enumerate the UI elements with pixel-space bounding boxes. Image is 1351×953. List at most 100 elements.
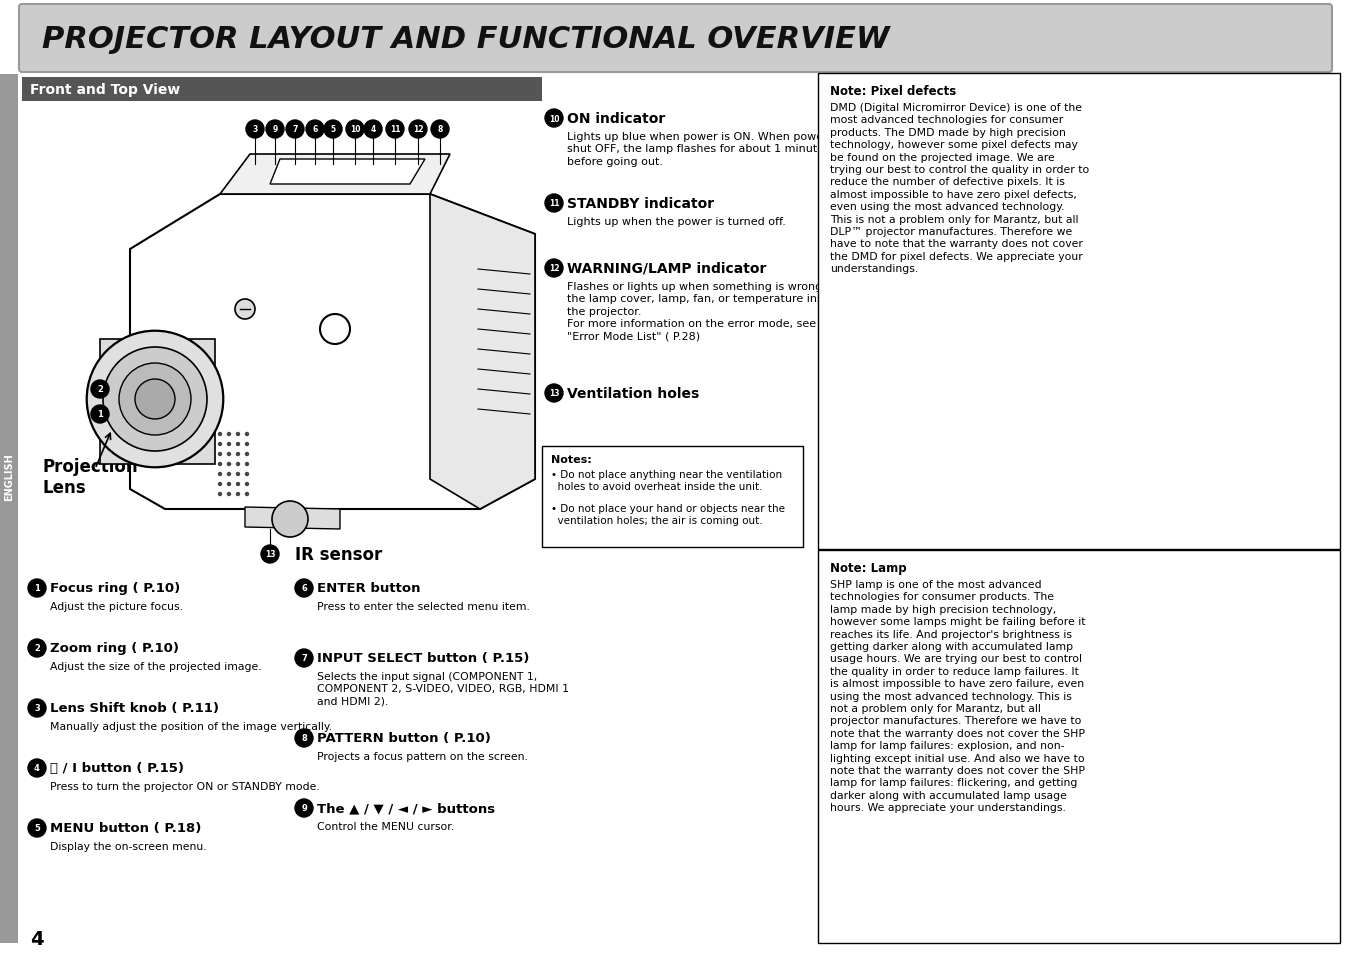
Circle shape (119, 364, 190, 436)
Text: 8: 8 (438, 126, 443, 134)
Circle shape (544, 385, 563, 402)
Text: Note: Pixel defects: Note: Pixel defects (830, 85, 957, 98)
Circle shape (91, 380, 109, 398)
Circle shape (218, 473, 222, 476)
Text: Front and Top View: Front and Top View (30, 83, 180, 97)
Circle shape (218, 493, 222, 497)
Circle shape (245, 442, 249, 447)
Text: 10: 10 (350, 126, 361, 134)
Circle shape (246, 121, 263, 139)
Circle shape (324, 121, 342, 139)
Text: WARNING/LAMP indicator: WARNING/LAMP indicator (567, 262, 766, 275)
Circle shape (236, 442, 240, 447)
Circle shape (235, 299, 255, 319)
Text: 3: 3 (34, 703, 41, 713)
Text: 7: 7 (301, 654, 307, 662)
Circle shape (236, 493, 240, 497)
Circle shape (245, 462, 249, 467)
Text: The ▲ / ▼ / ◄ / ► buttons: The ▲ / ▼ / ◄ / ► buttons (317, 801, 494, 815)
Text: ENGLISH: ENGLISH (4, 453, 14, 500)
Text: Press to enter the selected menu item.: Press to enter the selected menu item. (317, 601, 530, 612)
Text: 2: 2 (97, 385, 103, 395)
Text: • Do not place your hand or objects near the
  ventilation holes; the air is com: • Do not place your hand or objects near… (551, 503, 785, 525)
Circle shape (431, 121, 449, 139)
Text: Adjust the size of the projected image.: Adjust the size of the projected image. (50, 661, 262, 671)
Bar (0, 75, 18, 943)
Circle shape (386, 121, 404, 139)
Text: Lights up blue when power is ON. When power is
shut OFF, the lamp flashes for ab: Lights up blue when power is ON. When po… (567, 132, 840, 167)
Circle shape (28, 760, 46, 778)
Circle shape (261, 545, 280, 563)
Text: Notes:: Notes: (551, 455, 592, 464)
Text: 11: 11 (389, 126, 400, 134)
Polygon shape (130, 194, 535, 510)
Text: PROJECTOR LAYOUT AND FUNCTIONAL OVERVIEW: PROJECTOR LAYOUT AND FUNCTIONAL OVERVIEW (42, 25, 889, 53)
Polygon shape (220, 154, 450, 194)
Circle shape (320, 314, 350, 345)
Text: Note: Lamp: Note: Lamp (830, 561, 907, 575)
Circle shape (544, 260, 563, 277)
Text: 4: 4 (370, 126, 376, 134)
Text: Zoom ring ( P.10): Zoom ring ( P.10) (50, 641, 178, 655)
FancyBboxPatch shape (542, 447, 802, 547)
Circle shape (86, 332, 223, 468)
Text: Projection
Lens: Projection Lens (42, 457, 138, 497)
Text: Ventilation holes: Ventilation holes (567, 387, 700, 400)
Circle shape (28, 700, 46, 718)
Text: PATTERN button ( P.10): PATTERN button ( P.10) (317, 732, 490, 744)
Circle shape (28, 639, 46, 658)
Text: Selects the input signal (COMPONENT 1,
COMPONENT 2, S-VIDEO, VIDEO, RGB, HDMI 1
: Selects the input signal (COMPONENT 1, C… (317, 671, 569, 706)
Circle shape (286, 121, 304, 139)
Text: 13: 13 (265, 550, 276, 558)
Text: 13: 13 (549, 389, 559, 398)
Text: 1: 1 (97, 410, 103, 419)
Text: 2: 2 (34, 644, 41, 653)
Circle shape (135, 379, 176, 419)
Circle shape (218, 453, 222, 456)
Circle shape (236, 433, 240, 436)
Polygon shape (430, 194, 535, 510)
Circle shape (266, 121, 284, 139)
Polygon shape (245, 507, 340, 530)
Text: 9: 9 (273, 126, 277, 134)
Text: • Do not place anything near the ventilation
  holes to avoid overheat inside th: • Do not place anything near the ventila… (551, 470, 782, 491)
Text: Projects a focus pattern on the screen.: Projects a focus pattern on the screen. (317, 751, 528, 761)
Circle shape (227, 462, 231, 467)
Polygon shape (270, 160, 426, 185)
Text: STANDBY indicator: STANDBY indicator (567, 196, 715, 211)
Circle shape (245, 453, 249, 456)
Text: Manually adjust the position of the image vertically.: Manually adjust the position of the imag… (50, 721, 332, 731)
Circle shape (236, 482, 240, 487)
Text: IR sensor: IR sensor (295, 545, 382, 563)
Text: 9: 9 (301, 803, 307, 813)
Text: 5: 5 (331, 126, 335, 134)
Circle shape (227, 433, 231, 436)
Circle shape (227, 453, 231, 456)
Text: 11: 11 (549, 199, 559, 209)
Text: 3: 3 (253, 126, 258, 134)
Circle shape (218, 433, 222, 436)
Circle shape (236, 453, 240, 456)
Circle shape (28, 820, 46, 837)
Text: Adjust the picture focus.: Adjust the picture focus. (50, 601, 182, 612)
Text: Press to turn the projector ON or STANDBY mode.: Press to turn the projector ON or STANDB… (50, 781, 320, 791)
Circle shape (227, 482, 231, 487)
FancyBboxPatch shape (817, 74, 1340, 550)
Circle shape (103, 348, 207, 452)
Circle shape (28, 579, 46, 598)
Text: Lights up when the power is turned off.: Lights up when the power is turned off. (567, 216, 786, 227)
Circle shape (236, 473, 240, 476)
Text: Control the MENU cursor.: Control the MENU cursor. (317, 821, 454, 831)
Text: INPUT SELECT button ( P.15): INPUT SELECT button ( P.15) (317, 652, 530, 665)
Circle shape (91, 406, 109, 423)
Bar (22, 78, 542, 102)
Circle shape (86, 332, 223, 468)
Circle shape (544, 110, 563, 128)
Circle shape (218, 482, 222, 487)
Text: 1: 1 (34, 584, 41, 593)
Circle shape (218, 462, 222, 467)
Text: 5: 5 (34, 823, 41, 833)
Text: Focus ring ( P.10): Focus ring ( P.10) (50, 582, 180, 595)
Circle shape (295, 579, 313, 598)
Circle shape (544, 194, 563, 213)
